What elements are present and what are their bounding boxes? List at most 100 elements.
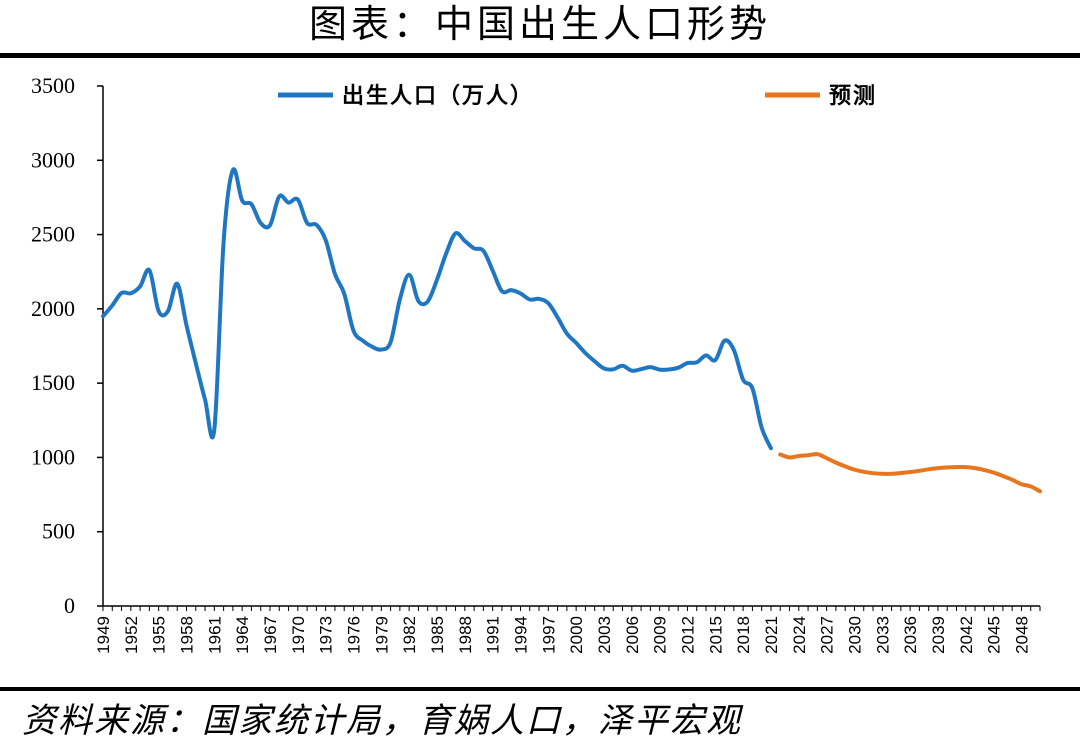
series-line-births	[101, 167, 773, 451]
y-tick-label: 1000	[31, 444, 75, 469]
x-tick-label: 2021	[762, 616, 781, 654]
data-point-births	[213, 428, 216, 431]
data-point-births	[333, 272, 336, 275]
x-tick-label: 2009	[651, 616, 670, 654]
data-point-births	[268, 224, 271, 227]
x-tick-label: 2018	[734, 616, 753, 654]
x-tick-label: 2036	[901, 616, 920, 654]
series-line-forecast	[778, 452, 1042, 494]
x-tick-label: 2024	[790, 616, 809, 654]
data-point-births	[463, 239, 466, 242]
data-point-births	[222, 240, 225, 243]
data-point-births	[194, 362, 197, 365]
data-point-births	[695, 361, 698, 364]
y-tick-label: 1500	[31, 370, 75, 395]
data-point-births	[315, 223, 318, 226]
top-divider	[0, 53, 1080, 58]
x-tick-label: 1988	[456, 616, 475, 654]
legend-label-forecast: 预测	[829, 84, 877, 109]
data-point-births	[435, 278, 438, 281]
data-point-forecast	[853, 468, 856, 471]
data-point-births	[584, 352, 587, 355]
x-tick-label: 1964	[233, 616, 252, 654]
data-point-births	[231, 169, 234, 172]
x-tick-label: 1949	[94, 616, 113, 654]
data-point-forecast	[1020, 483, 1023, 486]
x-tick-label: 1958	[177, 616, 196, 654]
data-point-forecast	[788, 456, 791, 459]
data-point-births	[677, 366, 680, 369]
data-point-forecast	[983, 469, 986, 472]
data-point-births	[760, 426, 763, 429]
data-point-births	[575, 341, 578, 344]
x-axis: 1949 1952 1955 1958 1961 1964 1967 1970 1973 1976…	[94, 605, 1041, 654]
data-point-births	[528, 298, 531, 301]
data-point-forecast	[825, 457, 828, 460]
y-tick-label: 500	[42, 519, 75, 544]
data-point-births	[769, 447, 772, 450]
data-point-forecast	[834, 461, 837, 464]
births-chart: 0 500 1000 1500 2000 2500 3000 3500 1949 1952 195…	[31, 73, 1042, 654]
data-point-forecast	[1039, 490, 1042, 493]
x-tick-label: 1952	[122, 616, 141, 654]
data-point-births	[361, 339, 364, 342]
data-point-births	[343, 292, 346, 295]
data-point-births	[732, 349, 735, 352]
data-point-forecast	[881, 472, 884, 475]
data-point-births	[723, 339, 726, 342]
data-point-births	[352, 329, 355, 332]
y-axis: 0 500 1000 1500 2000 2500 3000 3500	[31, 73, 104, 618]
data-point-births	[176, 282, 179, 285]
data-point-births	[371, 345, 374, 348]
data-point-births	[454, 232, 457, 235]
y-tick-label: 0	[64, 593, 75, 618]
x-tick-label: 1991	[484, 616, 503, 654]
x-tick-label: 1970	[289, 616, 308, 654]
data-point-births	[120, 291, 123, 294]
x-tick-label: 1967	[261, 616, 280, 654]
data-point-births	[556, 316, 559, 319]
data-point-forecast	[927, 468, 930, 471]
x-tick-label: 2030	[845, 616, 864, 654]
y-tick-label: 2500	[31, 222, 75, 247]
data-point-forecast	[899, 472, 902, 475]
data-point-forecast	[974, 467, 977, 470]
data-point-births	[250, 203, 253, 206]
data-point-births	[593, 360, 596, 363]
x-tick-label: 1994	[511, 616, 530, 654]
data-point-births	[306, 221, 309, 224]
data-point-births	[621, 364, 624, 367]
data-point-births	[287, 201, 290, 204]
data-point-forecast	[807, 454, 810, 457]
data-point-births	[519, 292, 522, 295]
data-point-forecast	[909, 470, 912, 473]
data-point-births	[630, 369, 633, 372]
data-point-births	[751, 387, 754, 390]
data-point-births	[389, 341, 392, 344]
data-point-births	[102, 315, 105, 318]
x-tick-label: 1973	[317, 616, 336, 654]
data-point-births	[166, 310, 169, 313]
x-tick-label: 2015	[706, 616, 725, 654]
y-tick-label: 3000	[31, 147, 75, 172]
data-point-births	[667, 368, 670, 371]
data-point-births	[565, 332, 568, 335]
data-point-forecast	[1029, 485, 1032, 488]
series-layer	[101, 167, 1042, 494]
data-point-births	[398, 298, 401, 301]
data-point-births	[111, 304, 114, 307]
data-point-births	[157, 310, 160, 313]
data-point-births	[129, 292, 132, 295]
x-tick-label: 2045	[985, 616, 1004, 654]
x-tick-label: 2033	[873, 616, 892, 654]
data-point-births	[204, 398, 207, 401]
data-point-births	[491, 269, 494, 272]
page-title: 图表：中国出生人口形势	[308, 2, 771, 46]
data-point-forecast	[844, 465, 847, 468]
data-point-forecast	[797, 454, 800, 457]
data-point-births	[482, 249, 485, 252]
data-point-forecast	[1011, 478, 1014, 481]
data-point-forecast	[872, 472, 875, 475]
data-point-forecast	[918, 469, 921, 472]
x-tick-label: 1979	[372, 616, 391, 654]
